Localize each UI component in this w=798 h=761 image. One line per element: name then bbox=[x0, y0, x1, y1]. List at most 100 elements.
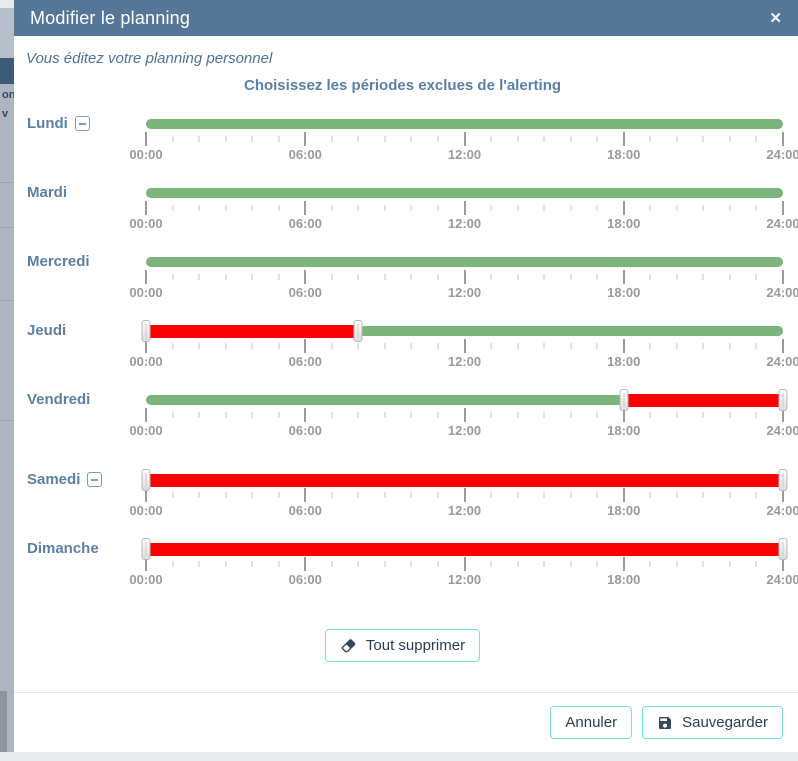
tick-mark bbox=[782, 132, 784, 146]
slider-track[interactable] bbox=[146, 389, 788, 411]
slider-handle[interactable] bbox=[141, 320, 151, 342]
background-dark-panel bbox=[0, 58, 14, 84]
slider-track[interactable] bbox=[146, 188, 783, 198]
slider-handle[interactable] bbox=[778, 469, 788, 491]
slider-segment-excluded[interactable] bbox=[146, 473, 783, 487]
tick-mark bbox=[357, 274, 359, 280]
tick-mark bbox=[410, 136, 412, 142]
tick-label: 12:00 bbox=[447, 216, 482, 231]
tick-mark bbox=[676, 136, 678, 142]
tick-label: 18:00 bbox=[607, 572, 641, 587]
day-label: Mardi bbox=[27, 184, 68, 201]
slider-track[interactable] bbox=[141, 469, 788, 491]
remove-day-icon[interactable] bbox=[74, 116, 90, 131]
tick-label: 24:00 bbox=[766, 216, 798, 231]
tick-mark bbox=[172, 205, 174, 211]
slider-handle[interactable] bbox=[778, 389, 788, 411]
close-icon[interactable]: ✕ bbox=[769, 9, 782, 27]
save-button[interactable]: Sauvegarder bbox=[642, 706, 783, 739]
slider-segment-active[interactable] bbox=[146, 257, 783, 267]
slider-segment-active[interactable] bbox=[146, 395, 624, 405]
slider-segment-active[interactable] bbox=[146, 188, 783, 198]
tick-mark bbox=[198, 274, 200, 280]
day-slider: 00:00 06:00 12:00 18:00 24:00 bbox=[129, 116, 798, 162]
slider-segment-excluded[interactable] bbox=[623, 393, 783, 407]
tick-mark bbox=[729, 561, 731, 567]
tick-mark bbox=[357, 561, 359, 567]
tick-mark bbox=[729, 492, 731, 498]
clear-all-button[interactable]: Tout supprimer bbox=[324, 629, 481, 662]
slider-segment-excluded[interactable] bbox=[146, 542, 783, 556]
day-row: Jeudi 00:00 06:00 12:00 18:00 24:00 bbox=[22, 320, 798, 369]
slider-handle[interactable] bbox=[141, 469, 151, 491]
day-label: Dimanche bbox=[27, 540, 99, 557]
tick-mark bbox=[172, 274, 174, 280]
slider-handle[interactable] bbox=[619, 389, 629, 411]
slider-segment-active[interactable] bbox=[358, 326, 783, 336]
tick-mark bbox=[570, 561, 572, 567]
tick-mark bbox=[225, 205, 227, 211]
tick-label: 24:00 bbox=[766, 354, 798, 369]
tick-mark bbox=[702, 492, 704, 498]
tick-mark bbox=[304, 557, 307, 571]
slider-track[interactable] bbox=[141, 320, 783, 342]
day-label: Jeudi bbox=[27, 322, 67, 339]
tick-mark bbox=[649, 274, 651, 280]
cancel-button[interactable]: Annuler bbox=[550, 706, 633, 739]
slider-handle[interactable] bbox=[141, 538, 151, 560]
tick-mark bbox=[570, 412, 572, 418]
tick-mark bbox=[676, 205, 678, 211]
day-label-wrap: Lundi bbox=[22, 115, 146, 132]
slider-track[interactable] bbox=[141, 538, 788, 560]
tick-mark bbox=[490, 492, 492, 498]
tick-mark bbox=[517, 343, 519, 349]
tick-mark bbox=[331, 561, 333, 567]
tick-mark bbox=[543, 492, 545, 498]
tick-mark bbox=[251, 274, 253, 280]
tick-mark bbox=[622, 557, 625, 571]
tick-label: 18:00 bbox=[607, 216, 641, 231]
tick-mark bbox=[490, 274, 492, 280]
tick-mark bbox=[517, 561, 519, 567]
tick-mark bbox=[225, 412, 227, 418]
tick-mark bbox=[649, 136, 651, 142]
tick-mark bbox=[225, 343, 227, 349]
tick-label: 06:00 bbox=[288, 572, 322, 587]
background-divider bbox=[0, 227, 14, 228]
tick-mark bbox=[649, 561, 651, 567]
tick-label: 00:00 bbox=[129, 147, 163, 162]
tick-mark bbox=[384, 343, 386, 349]
tick-mark bbox=[437, 412, 439, 418]
tick-mark bbox=[463, 408, 466, 422]
tick-mark bbox=[543, 205, 545, 211]
day-label: Samedi bbox=[27, 471, 81, 488]
slider-track[interactable] bbox=[146, 257, 783, 267]
tick-mark bbox=[384, 561, 386, 567]
tick-mark bbox=[649, 343, 651, 349]
day-label: Lundi bbox=[27, 115, 68, 132]
tick-mark bbox=[570, 136, 572, 142]
slider-handle[interactable] bbox=[778, 538, 788, 560]
tick-mark bbox=[596, 343, 598, 349]
edit-planning-modal: Modifier le planning ✕ Vous éditez votre… bbox=[14, 0, 798, 752]
slider-handle[interactable] bbox=[353, 320, 363, 342]
tick-label: 18:00 bbox=[607, 503, 641, 518]
cancel-label: Annuler bbox=[565, 714, 618, 731]
tick-mark bbox=[198, 343, 200, 349]
day-slider: 00:00 06:00 12:00 18:00 24:00 bbox=[129, 254, 798, 300]
day-label-wrap: Dimanche bbox=[22, 540, 146, 557]
tick-label: 06:00 bbox=[288, 147, 322, 162]
slider-track[interactable] bbox=[146, 119, 783, 129]
tick-mark bbox=[172, 561, 174, 567]
remove-day-icon[interactable] bbox=[87, 472, 103, 487]
tick-mark bbox=[755, 343, 757, 349]
tick-label: 06:00 bbox=[288, 423, 322, 438]
background-divider bbox=[0, 182, 14, 183]
tick-mark bbox=[304, 201, 307, 215]
slider-segment-active[interactable] bbox=[146, 119, 783, 129]
day-rows: Lundi 00:00 06:00 12:00 18:00 24:00 Mardi 00… bbox=[22, 115, 798, 587]
tick-mark bbox=[251, 343, 253, 349]
day-label: Mercredi bbox=[27, 253, 90, 270]
slider-segment-excluded[interactable] bbox=[146, 324, 359, 338]
tick-mark bbox=[437, 343, 439, 349]
